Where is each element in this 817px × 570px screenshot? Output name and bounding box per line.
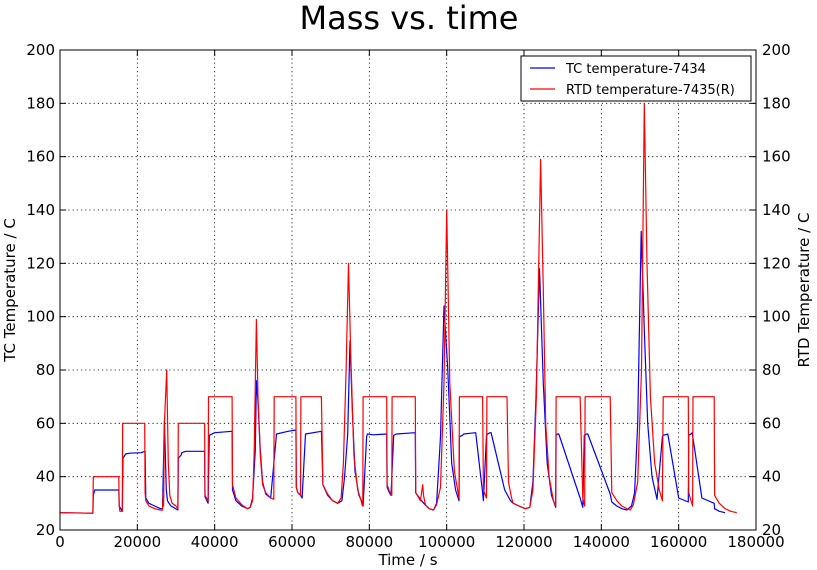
x-tick-label: 20000 (113, 533, 161, 551)
legend: TC temperature-7434 RTD temperature-7435… (521, 56, 751, 101)
x-tick-label: 140000 (573, 533, 630, 551)
y-tick-label-left: 60 (36, 414, 55, 432)
x-tick-label: 100000 (418, 533, 475, 551)
y-tick-label-right: 140 (762, 201, 791, 219)
y-tick-label-left: 80 (36, 361, 55, 379)
x-tick-label: 80000 (345, 533, 393, 551)
y-tick-label-left: 20 (36, 521, 55, 539)
y-tick-label-right: 80 (762, 361, 781, 379)
chart-title: Mass vs. time (300, 0, 519, 37)
y-tick-label-right: 100 (762, 308, 791, 326)
x-tick-label: 120000 (495, 533, 552, 551)
x-tick-label: 0 (55, 533, 65, 551)
legend-label-rtd: RTD temperature-7435(R) (566, 83, 735, 98)
y-tick-label-right: 120 (762, 254, 791, 272)
x-tick-label: 60000 (268, 533, 316, 551)
x-axis-label: Time / s (377, 551, 437, 569)
x-tick-label: 40000 (191, 533, 239, 551)
y-tick-label-left: 160 (26, 148, 55, 166)
y-axis-label-right: RTD Temperature / C (795, 213, 813, 368)
y-tick-label-right: 20 (762, 521, 781, 539)
y-tick-label-right: 200 (762, 41, 791, 59)
y-tick-label-right: 180 (762, 94, 791, 112)
y-tick-label-right: 40 (762, 468, 781, 486)
y-tick-label-right: 160 (762, 148, 791, 166)
y-axis-label-left: TC Temperature / C (1, 218, 19, 363)
y-tick-label-right: 60 (762, 414, 781, 432)
y-tick-label-left: 180 (26, 94, 55, 112)
y-tick-label-left: 140 (26, 201, 55, 219)
y-tick-label-left: 120 (26, 254, 55, 272)
x-tick-label: 160000 (650, 533, 707, 551)
y-tick-label-left: 100 (26, 308, 55, 326)
y-tick-label-left: 40 (36, 468, 55, 486)
y-tick-label-left: 200 (26, 41, 55, 59)
legend-label-tc: TC temperature-7434 (565, 62, 706, 77)
